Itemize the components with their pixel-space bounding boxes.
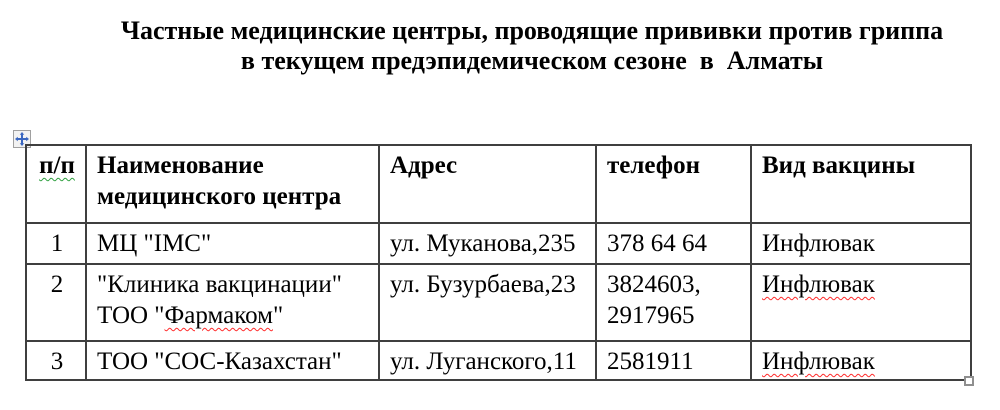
row2-cell-phone[interactable]: 3824603, 2917965: [595, 263, 752, 342]
row3-cell-num[interactable]: 3: [25, 340, 87, 381]
row3-cell-phone[interactable]: 2581911: [595, 340, 752, 381]
row3-cell-vaccine[interactable]: Инфлювак: [750, 340, 972, 381]
misspelled-word: Инфлювак: [762, 271, 875, 298]
row1-cell-num[interactable]: 1: [25, 222, 87, 265]
row2-cell-address[interactable]: ул. Бузурбаева,23: [378, 263, 597, 342]
row2-cell-name[interactable]: "Клиника вакцинации" ТОО "Фармаком": [85, 263, 380, 342]
header-cell-name[interactable]: Наименование медицинского центра: [85, 144, 380, 224]
vaccination-centers-table: п/п Наименование медицинского центра Адр…: [25, 144, 972, 381]
header-cell-phone[interactable]: телефон: [595, 144, 752, 224]
row1-cell-name[interactable]: МЦ "IMC": [85, 222, 380, 265]
row3-cell-name[interactable]: ТОО "СОС-Казахстан": [85, 340, 380, 381]
misspelled-word: Инфлювак: [762, 348, 875, 375]
misspelled-word: Фармаком: [164, 302, 273, 329]
row2-phone-line-2: 2917965: [607, 302, 695, 329]
header-cell-num[interactable]: п/п: [25, 144, 87, 224]
title-line-2: в текущем предэпидемическом сезоне в Алм…: [240, 46, 824, 75]
table-resize-handle[interactable]: [964, 376, 974, 386]
row2-cell-vaccine[interactable]: Инфлювак: [750, 263, 972, 342]
row2-name-line-1: "Клиника вакцинации": [97, 271, 342, 298]
header-num-label: п/п: [39, 152, 75, 179]
row1-cell-vaccine[interactable]: Инфлювак: [750, 222, 972, 265]
header-cell-address[interactable]: Адрес: [378, 144, 597, 224]
table-row: 1 МЦ "IMC" ул. Муканова,235 378 64 64 Ин…: [25, 222, 972, 265]
document-title[interactable]: Частные медицинские центры, проводящие п…: [64, 16, 1000, 76]
row2-cell-num[interactable]: 2: [25, 263, 87, 342]
row2-phone-line-1: 3824603,: [607, 271, 701, 298]
header-cell-vaccine[interactable]: Вид вакцины: [750, 144, 972, 224]
table-move-handle[interactable]: [13, 130, 31, 148]
table-move-cross-icon: [13, 130, 31, 148]
row3-cell-address[interactable]: ул. Луганского,11: [378, 340, 597, 381]
row2-name-line-2: ТОО "Фармаком": [97, 302, 284, 329]
row1-cell-phone[interactable]: 378 64 64: [595, 222, 752, 265]
table-row: 3 ТОО "СОС-Казахстан" ул. Луганского,11 …: [25, 340, 972, 381]
title-line-1: Частные медицинские центры, проводящие п…: [120, 16, 944, 45]
table-header-row: п/п Наименование медицинского центра Адр…: [25, 144, 972, 224]
table-row: 2 "Клиника вакцинации" ТОО "Фармаком" ул…: [25, 263, 972, 342]
row1-cell-address[interactable]: ул. Муканова,235: [378, 222, 597, 265]
